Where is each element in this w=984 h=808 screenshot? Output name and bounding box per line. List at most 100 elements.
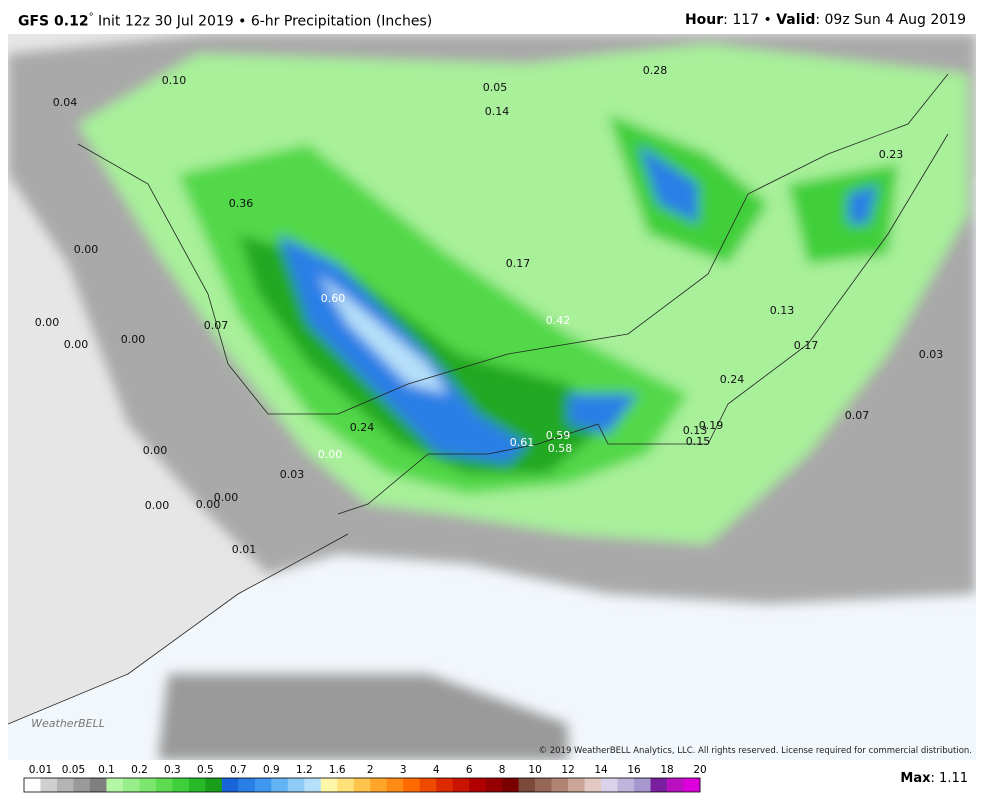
point-label: 0.00 [64,338,89,351]
colorbar-label: 3 [400,764,407,776]
colorbar-label: 1.6 [329,764,346,776]
point-label: 0.00 [121,333,146,346]
color-swatch [155,778,173,792]
colorbar-label: 14 [594,764,608,776]
colorbar-label: 1.2 [296,764,313,776]
color-swatch [139,778,157,792]
color-swatch [535,778,552,792]
color-swatch [254,778,272,792]
colorbar-label: 0.9 [263,764,280,776]
color-swatch [56,778,74,792]
color-swatch [271,778,289,792]
color-swatch [502,778,519,792]
color-swatch [683,778,701,792]
max: Max: 1.11 [900,771,968,786]
header-right: Hour: 117 • Valid: 09z Sun 4 Aug 2019 [685,12,966,28]
color-swatch [353,778,371,792]
header-text: Valid [776,12,816,28]
point-label: 0.24 [350,421,375,434]
colorbar-label: 10 [528,764,541,776]
precip-field [8,34,976,760]
color-swatch [205,778,223,792]
color-swatch [568,778,585,792]
header-text: ° [88,12,94,23]
color-swatch [287,778,305,792]
point-label: 0.00 [74,243,99,256]
map: 0.10 0.04 0.05 0.14 0.28 0.23 0.36 0.00 0.17 0.60… [8,34,976,760]
colorbar-label: 0.3 [164,764,181,776]
color-swatch [337,778,355,792]
max-label: Max [900,771,931,786]
color-swatch [617,778,635,792]
point-label: 0.00 [35,316,60,329]
point-label: 0.58 [548,442,573,455]
point-label: 0.28 [643,64,668,77]
point-label: 0.24 [720,373,745,386]
colorbar-label: 0.2 [131,764,148,776]
color-swatch [122,778,140,792]
color-swatch [73,778,91,792]
color-swatch [304,778,322,792]
color-swatch [24,778,41,792]
point-label: 0.04 [53,96,78,109]
header-text: GFS 0.12 [18,13,89,30]
color-swatch [601,778,618,792]
color-swatch [386,778,404,792]
color-swatch [188,778,206,792]
color-swatch [221,778,239,792]
point-label: 0.00 [145,499,170,512]
logo: WeatherBELL [31,717,105,730]
point-label: 0.17 [794,339,819,352]
point-label: 0.14 [485,105,510,118]
point-label: 0.23 [879,148,904,161]
point-label: 0.05 [483,81,508,94]
color-swatch [320,778,338,792]
point-label: 0.17 [506,257,531,270]
point-label: 0.36 [229,197,254,210]
border [77,73,949,415]
point-label: 0.15 [686,435,711,448]
point-label: 0.60 [321,292,346,305]
header-text: Hour [684,12,724,28]
point-label: 0.03 [280,468,305,481]
color-swatch [634,778,651,792]
point-label: 0.10 [162,74,187,87]
colorbar-label: 0.05 [62,764,85,776]
colorbar-label: 6 [466,764,473,776]
header-text: : 09z Sun 4 Aug 2019 [815,12,966,28]
point-label: 0.00 [143,444,168,457]
header-text: Init 12z 30 Jul 2019 • 6-hr Precipitatio… [93,13,433,30]
colorbar-label: 20 [693,764,706,776]
colorbar-label: 0.7 [230,764,247,776]
color-swatch [485,778,503,792]
color-swatch [469,778,486,792]
colorbar-frame [23,777,701,793]
color-swatch [650,778,668,792]
color-swatch [518,778,536,792]
point-label: 0.13 [770,304,795,317]
copyright: © 2019 WeatherBELL Analytics, LLC. All r… [538,746,972,756]
colorbar: 0.01 0.05 0.1 0.2 0.3 0.5 0.7 0.9 1.2 1.6 2 3 4 6 8 10 1… [23,764,707,793]
colorbar-label: 12 [561,764,574,776]
color-swatch [370,778,388,792]
colorbar-label: 16 [627,764,641,776]
color-swatch [436,778,453,792]
colorbar-label: 8 [499,764,506,776]
coastline [8,133,949,725]
color-swatch [172,778,190,792]
color-swatch [40,778,58,792]
color-swatch [452,778,470,792]
point-label: 0.59 [546,429,571,442]
color-swatch [419,778,437,792]
colorbar-label: 18 [660,764,673,776]
color-swatch [403,778,421,792]
point-label: 0.19 [699,419,724,432]
point-label: 0.03 [919,348,944,361]
color-swatch [238,778,256,792]
color-swatch [89,778,107,792]
point-label: 0.42 [546,314,571,327]
point-labels: 0.10 0.04 0.05 0.14 0.28 0.23 0.36 0.00 0.17 0.60… [35,64,944,556]
point-label: 0.00 [318,448,343,461]
colorbar-label: 4 [433,764,440,776]
header-left: GFS 0.12° Init 12z 30 Jul 2019 • 6-hr Pr… [18,12,432,30]
